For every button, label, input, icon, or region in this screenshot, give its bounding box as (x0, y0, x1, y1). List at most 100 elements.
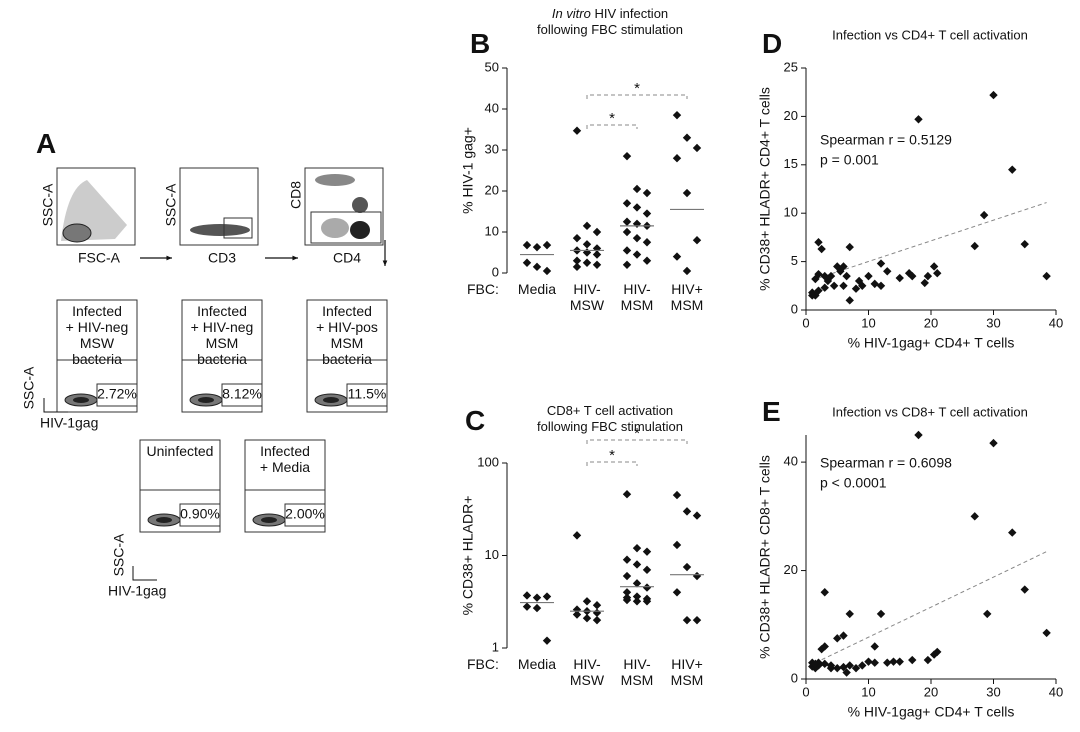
data-point (592, 608, 602, 618)
y-tick-label: 0 (791, 670, 798, 685)
data-point (845, 609, 854, 619)
y-tick-label: 1 (492, 639, 499, 654)
gate (346, 383, 388, 407)
panel-label: B (470, 28, 491, 59)
data-point (622, 593, 632, 602)
x-axis-label: HIV-1gag (108, 583, 166, 599)
chart-title: Infection vs CD8+ T cell activation (832, 404, 1028, 419)
data-point (908, 271, 917, 281)
annotation: p = 0.001 (820, 152, 879, 168)
data-point (682, 562, 692, 572)
chart-title: In vitro HIV infection following FBC sti… (520, 6, 700, 38)
trend-line (815, 551, 1047, 664)
data-point (592, 250, 602, 259)
data-point (632, 579, 642, 588)
y-tick-label: 20 (784, 562, 798, 577)
data-point (532, 262, 542, 272)
data-point (522, 258, 532, 267)
x-tick-label: HIV- MSW (569, 656, 605, 688)
annotation: p < 0.0001 (820, 475, 887, 491)
y-tick-label: 5 (791, 253, 798, 268)
panel-label: E (762, 396, 781, 427)
arrow-head (292, 255, 298, 261)
panel-label: D (762, 28, 783, 59)
data-point (642, 583, 652, 592)
data-point (672, 154, 682, 163)
data-point (989, 438, 998, 448)
chart-title: CD8+ T cell activation following FBC sti… (520, 403, 700, 435)
data-point (632, 592, 642, 601)
y-tick-label: 15 (784, 156, 798, 171)
data-point (851, 284, 861, 293)
data-point (632, 203, 642, 212)
data-point (632, 560, 642, 569)
y-axis-label: CD8 (288, 181, 304, 209)
data-point (632, 184, 642, 194)
density (350, 221, 370, 239)
data-point (572, 262, 582, 272)
data-point (632, 233, 642, 243)
significance-bracket (586, 439, 688, 444)
gate-percent: 11.5% (348, 386, 387, 402)
data-point (572, 531, 582, 540)
gate-ellipse (62, 223, 92, 243)
x-tick-label: HIV- MSM (620, 281, 654, 313)
y-tick-label: 50 (485, 59, 499, 74)
gate (284, 503, 326, 527)
significance-bracket (586, 461, 638, 466)
data-point (823, 276, 833, 286)
chart-title: Infection vs CD4+ T cell activation (832, 27, 1028, 42)
data-point (572, 233, 582, 243)
y-tick-label: 100 (477, 454, 499, 469)
data-point (920, 278, 929, 288)
data-point (814, 238, 823, 247)
y-axis-label: SSC-A (111, 533, 127, 576)
data-point (817, 244, 826, 254)
data-point (642, 597, 652, 606)
data-point (983, 609, 992, 619)
data-point (632, 219, 642, 228)
data-point (682, 615, 692, 625)
data-point (642, 565, 652, 575)
density (321, 218, 349, 238)
data-point (522, 591, 532, 600)
data-point (622, 151, 632, 161)
y-tick-label: 30 (485, 141, 499, 156)
density (156, 517, 172, 523)
data-point (820, 642, 829, 651)
y-tick-label: 0 (791, 301, 798, 316)
data-point (842, 668, 851, 677)
data-point (989, 90, 998, 100)
data-point (820, 588, 829, 597)
arrow-head (382, 260, 388, 266)
data-point (582, 258, 592, 267)
data-point (883, 267, 892, 276)
x-axis-label: CD4 (333, 250, 361, 266)
density (261, 517, 277, 523)
data-point (622, 555, 632, 564)
data-point (845, 242, 854, 252)
gate (179, 503, 221, 527)
data-point (1020, 239, 1029, 249)
data-point (672, 110, 682, 120)
significance-label: * (634, 80, 640, 97)
significance-label: * (609, 110, 615, 127)
data-point (970, 241, 979, 251)
data-point (908, 655, 917, 665)
x-tick-label: 40 (1049, 684, 1063, 699)
data-point (532, 242, 542, 252)
x-tick-label: Media (517, 656, 557, 672)
y-axis-label: % CD38+ HLADR+ CD4+ T cells (757, 87, 773, 291)
data-point (542, 592, 552, 601)
x-tick-label: 0 (802, 684, 809, 699)
data-point (876, 281, 886, 290)
data-point (682, 507, 692, 516)
data-point (858, 281, 867, 290)
x-axis-label: CD3 (208, 250, 236, 266)
annotation: Spearman r = 0.6098 (820, 455, 952, 471)
data-point (672, 588, 682, 597)
significance-label: * (634, 425, 640, 442)
y-tick-label: 10 (485, 547, 499, 562)
data-point (1020, 585, 1029, 594)
gate-percent: 2.72% (97, 386, 137, 402)
